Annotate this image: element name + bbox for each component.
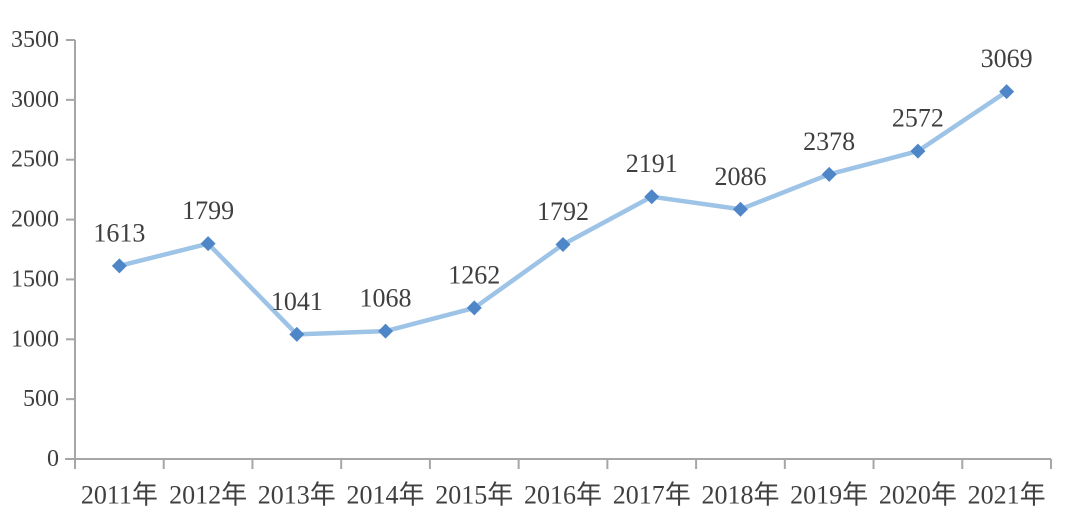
x-axis-category-label: 2020年: [879, 481, 957, 510]
data-label: 1799: [182, 196, 234, 225]
y-axis-tick-label: 1500: [11, 266, 59, 292]
x-axis-category-label: 2017年: [613, 481, 691, 510]
y-axis-tick-label: 3000: [11, 87, 59, 113]
series-marker: [111, 258, 127, 274]
x-axis-category-label: 2016年: [524, 481, 602, 510]
y-axis-tick-label: 1000: [11, 326, 59, 352]
x-axis-category-label: 2012年: [169, 481, 247, 510]
y-axis-tick-label: 3500: [11, 27, 59, 53]
data-label: 2572: [892, 104, 944, 133]
x-axis-category-label: 2013年: [258, 481, 336, 510]
data-label: 1792: [537, 197, 589, 226]
series-marker: [644, 189, 660, 205]
series-marker: [910, 143, 926, 159]
y-axis-tick-label: 2500: [11, 147, 59, 173]
series-marker: [732, 201, 748, 217]
data-label: 1068: [360, 284, 412, 313]
data-label: 2086: [714, 162, 766, 191]
series-marker: [821, 166, 837, 182]
data-label: 2378: [803, 127, 855, 156]
x-axis-category-label: 2021年: [968, 481, 1046, 510]
x-axis-category-label: 2011年: [81, 481, 158, 510]
data-label: 2191: [626, 149, 678, 178]
series-marker: [466, 300, 482, 316]
data-label: 1262: [448, 260, 500, 289]
series-marker: [555, 236, 571, 252]
series-marker: [999, 84, 1015, 100]
y-axis-tick-label: 500: [23, 386, 59, 412]
x-axis-category-label: 2019年: [790, 481, 868, 510]
series-marker: [289, 326, 305, 342]
data-label: 3069: [981, 44, 1033, 73]
data-label: 1613: [93, 218, 145, 247]
x-axis-category-label: 2018年: [701, 481, 779, 510]
x-axis-category-label: 2015年: [435, 481, 513, 510]
series-marker: [378, 323, 394, 339]
data-label: 1041: [271, 287, 323, 316]
x-axis-category-label: 2014年: [347, 481, 425, 510]
y-axis-tick-label: 0: [47, 446, 59, 472]
y-axis-tick-label: 2000: [11, 207, 59, 233]
series-marker: [200, 236, 216, 252]
